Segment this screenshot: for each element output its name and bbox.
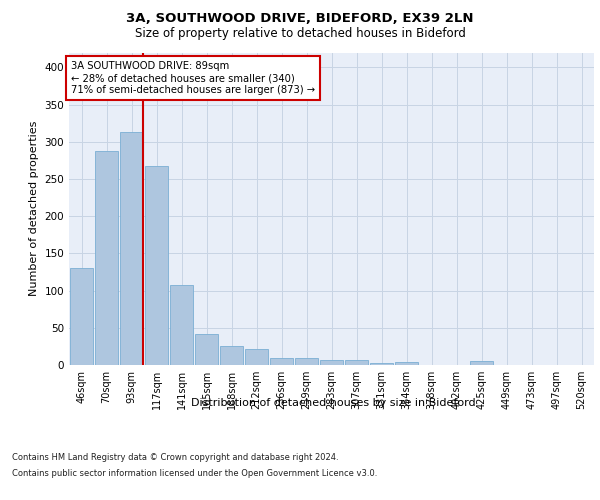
Bar xyxy=(70,268,93,365)
Bar xyxy=(95,150,118,365)
Bar xyxy=(395,362,418,365)
Text: Contains public sector information licensed under the Open Government Licence v3: Contains public sector information licen… xyxy=(12,468,377,477)
Text: Distribution of detached houses by size in Bideford: Distribution of detached houses by size … xyxy=(191,398,475,407)
Bar xyxy=(120,132,143,365)
Bar xyxy=(245,348,268,365)
Text: Contains HM Land Registry data © Crown copyright and database right 2024.: Contains HM Land Registry data © Crown c… xyxy=(12,454,338,462)
Bar xyxy=(295,358,318,365)
Bar xyxy=(195,334,218,365)
Y-axis label: Number of detached properties: Number of detached properties xyxy=(29,121,39,296)
Bar xyxy=(470,362,493,365)
Text: 3A SOUTHWOOD DRIVE: 89sqm
← 28% of detached houses are smaller (340)
71% of semi: 3A SOUTHWOOD DRIVE: 89sqm ← 28% of detac… xyxy=(71,62,315,94)
Bar xyxy=(370,363,393,365)
Bar xyxy=(345,360,368,365)
Text: 3A, SOUTHWOOD DRIVE, BIDEFORD, EX39 2LN: 3A, SOUTHWOOD DRIVE, BIDEFORD, EX39 2LN xyxy=(126,12,474,26)
Bar xyxy=(220,346,243,365)
Bar xyxy=(170,284,193,365)
Bar xyxy=(320,360,343,365)
Bar xyxy=(145,166,168,365)
Text: Size of property relative to detached houses in Bideford: Size of property relative to detached ho… xyxy=(134,28,466,40)
Bar xyxy=(270,358,293,365)
